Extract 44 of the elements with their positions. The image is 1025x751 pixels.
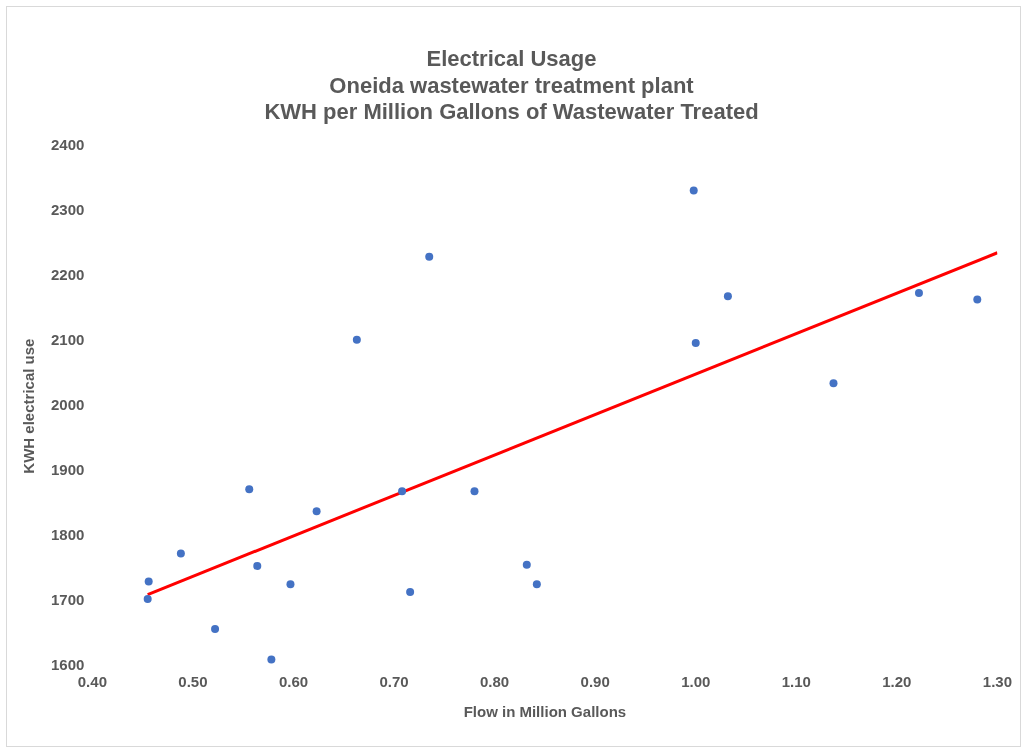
point bbox=[253, 561, 262, 570]
point bbox=[267, 655, 276, 664]
x-axis-title: Flow in Million Gallons bbox=[463, 703, 627, 721]
y-tick-label: 2000 bbox=[50, 396, 85, 414]
x-tick-label: 1.00 bbox=[681, 673, 711, 691]
y-tick-label: 2400 bbox=[50, 136, 85, 154]
y-tick-label: 2100 bbox=[50, 331, 85, 349]
point bbox=[691, 339, 700, 348]
x-tick-label: 0.60 bbox=[278, 673, 309, 691]
point bbox=[532, 580, 541, 589]
point bbox=[352, 335, 361, 344]
x-tick-label: 0.70 bbox=[379, 673, 409, 691]
point bbox=[143, 595, 152, 604]
point bbox=[689, 186, 698, 195]
point bbox=[723, 292, 732, 301]
point bbox=[176, 549, 185, 558]
point bbox=[829, 379, 838, 388]
y-axis-title: KWH electrical use bbox=[20, 338, 38, 474]
point bbox=[406, 587, 415, 596]
x-tick-label: 1.10 bbox=[781, 673, 811, 691]
x-tick-label: 0.40 bbox=[77, 673, 107, 691]
point bbox=[144, 577, 153, 586]
chart-title: Electrical Usage Oneida wastewater treatment plant KWH per Million Gallons of Wastewater Treated bbox=[264, 46, 759, 125]
point bbox=[286, 580, 295, 589]
x-tick-label: 0.90 bbox=[580, 673, 610, 691]
y-tick-label: 1600 bbox=[50, 656, 85, 674]
y-tick-label: 1900 bbox=[50, 461, 85, 479]
x-tick-label: 0.50 bbox=[178, 673, 208, 691]
y-tick-label: 1700 bbox=[50, 591, 85, 609]
x-tick-label: 1.30 bbox=[982, 673, 1012, 691]
point bbox=[470, 487, 479, 496]
y-tick-label: 1800 bbox=[50, 526, 85, 544]
point bbox=[522, 560, 531, 569]
x-tick-label: 1.20 bbox=[882, 673, 912, 691]
point bbox=[425, 252, 434, 261]
y-tick-label: 2200 bbox=[50, 266, 85, 284]
point bbox=[398, 487, 407, 496]
point bbox=[973, 295, 982, 304]
point bbox=[312, 507, 321, 516]
point bbox=[914, 289, 923, 298]
x-tick-label: 0.80 bbox=[480, 673, 510, 691]
point bbox=[211, 624, 220, 633]
y-tick-label: 2300 bbox=[50, 201, 85, 219]
point bbox=[245, 485, 254, 494]
